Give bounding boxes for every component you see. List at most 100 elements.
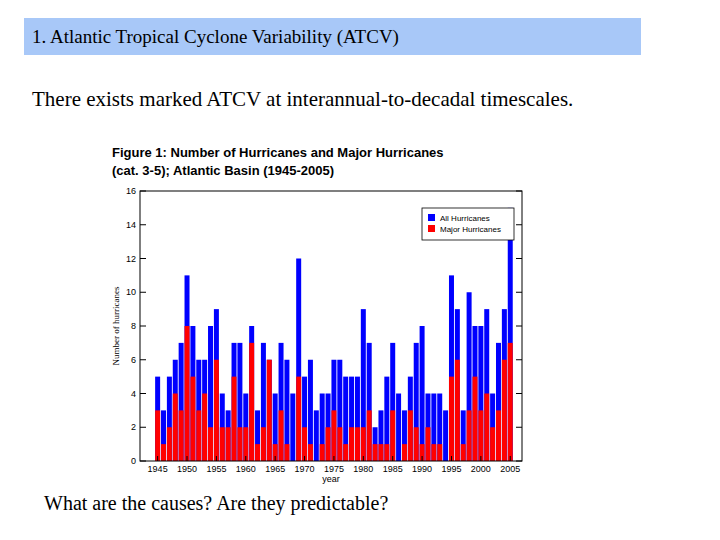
- y-tick: [140, 224, 146, 225]
- x-tick-label: 1970: [295, 464, 315, 474]
- bar: [472, 377, 477, 461]
- bar: [449, 377, 454, 461]
- bar: [508, 343, 513, 461]
- y-tick-label: 8: [131, 321, 136, 331]
- slide: 1. Atlantic Tropical Cyclone Variability…: [0, 0, 720, 540]
- bar: [284, 444, 289, 461]
- bar: [414, 343, 419, 461]
- bar: [455, 360, 460, 461]
- bar: [290, 394, 295, 462]
- y-tick-label: 10: [126, 287, 136, 297]
- bar: [390, 343, 395, 461]
- bar: [449, 275, 454, 461]
- y-tick: [140, 326, 146, 327]
- bar: [437, 444, 442, 461]
- bar: [273, 394, 278, 462]
- x-axis-label: year: [322, 474, 340, 484]
- bar: [378, 444, 383, 461]
- bar: [302, 377, 307, 461]
- y-tick: [140, 191, 146, 192]
- x-tick: [187, 456, 188, 461]
- bar: [185, 326, 190, 461]
- bar: [237, 427, 242, 461]
- bar: [179, 410, 184, 461]
- bar: [478, 326, 483, 461]
- bar: [255, 410, 260, 461]
- bar: [408, 410, 413, 461]
- bar: [502, 360, 507, 461]
- title-box: [24, 18, 641, 55]
- legend-label: All Hurricanes: [440, 214, 490, 223]
- bar: [390, 410, 395, 461]
- legend-label: Major Hurricanes: [440, 225, 501, 234]
- bar: [326, 427, 331, 461]
- bar: [196, 360, 201, 461]
- bar: [461, 444, 466, 461]
- bar: [437, 394, 442, 462]
- x-tick: [392, 456, 393, 461]
- y-tick: [140, 292, 146, 293]
- bar: [326, 394, 331, 462]
- y-tick: [140, 258, 146, 259]
- bar: [420, 444, 425, 461]
- bar: [296, 377, 301, 461]
- bar: [249, 343, 254, 461]
- x-tick: [333, 456, 334, 461]
- bar: [420, 326, 425, 461]
- y-tick-label: 2: [131, 422, 136, 432]
- bar: [355, 377, 360, 461]
- x-tick-label: 1955: [206, 464, 226, 474]
- x-tick: [304, 456, 305, 461]
- bar: [155, 410, 160, 461]
- bar: [355, 427, 360, 461]
- bar: [161, 410, 166, 461]
- bar: [367, 410, 372, 461]
- slide-text: There exists marked ATCV at interannual-…: [32, 87, 573, 111]
- y-tick: [516, 427, 522, 428]
- bar: [273, 444, 278, 461]
- x-tick: [422, 456, 423, 461]
- bar: [249, 326, 254, 461]
- bar: [190, 326, 195, 461]
- x-tick-label: 2000: [471, 464, 491, 474]
- bar: [373, 444, 378, 461]
- y-tick-label: 16: [126, 186, 136, 196]
- y-tick-label: 12: [126, 254, 136, 264]
- bar: [167, 377, 172, 461]
- bar: [243, 394, 248, 462]
- bar: [349, 377, 354, 461]
- bar: [361, 309, 366, 461]
- x-tick: [216, 456, 217, 461]
- bar: [173, 394, 178, 462]
- bar: [443, 410, 448, 461]
- bar: [349, 427, 354, 461]
- bar: [467, 292, 472, 461]
- x-tick: [275, 456, 276, 461]
- bar: [185, 275, 190, 461]
- y-tick: [140, 393, 146, 394]
- bar: [284, 360, 289, 461]
- bar: [261, 427, 266, 461]
- bar: [496, 410, 501, 461]
- slide-question: What are the causes? Are they predictabl…: [44, 492, 388, 515]
- bar: [478, 410, 483, 461]
- bar: [425, 394, 430, 462]
- x-tick-label: 1965: [265, 464, 285, 474]
- bar: [484, 309, 489, 461]
- bar: [337, 360, 342, 461]
- bar: [414, 427, 419, 461]
- bar: [402, 410, 407, 461]
- bar: [161, 444, 166, 461]
- y-tick-label: 14: [126, 220, 136, 230]
- y-axis-label: Number of hurricanes: [111, 286, 121, 365]
- bar: [490, 394, 495, 462]
- legend-swatch: [428, 225, 435, 232]
- bar: [337, 427, 342, 461]
- x-tick-label: 1945: [148, 464, 168, 474]
- bar: [467, 410, 472, 461]
- chart-title: Figure 1: Number of Hurricanes and Major…: [112, 145, 444, 160]
- bar: [314, 410, 319, 461]
- x-tick-label: 1995: [441, 464, 461, 474]
- y-tick-label: 6: [131, 355, 136, 365]
- plot-frame: [140, 191, 522, 461]
